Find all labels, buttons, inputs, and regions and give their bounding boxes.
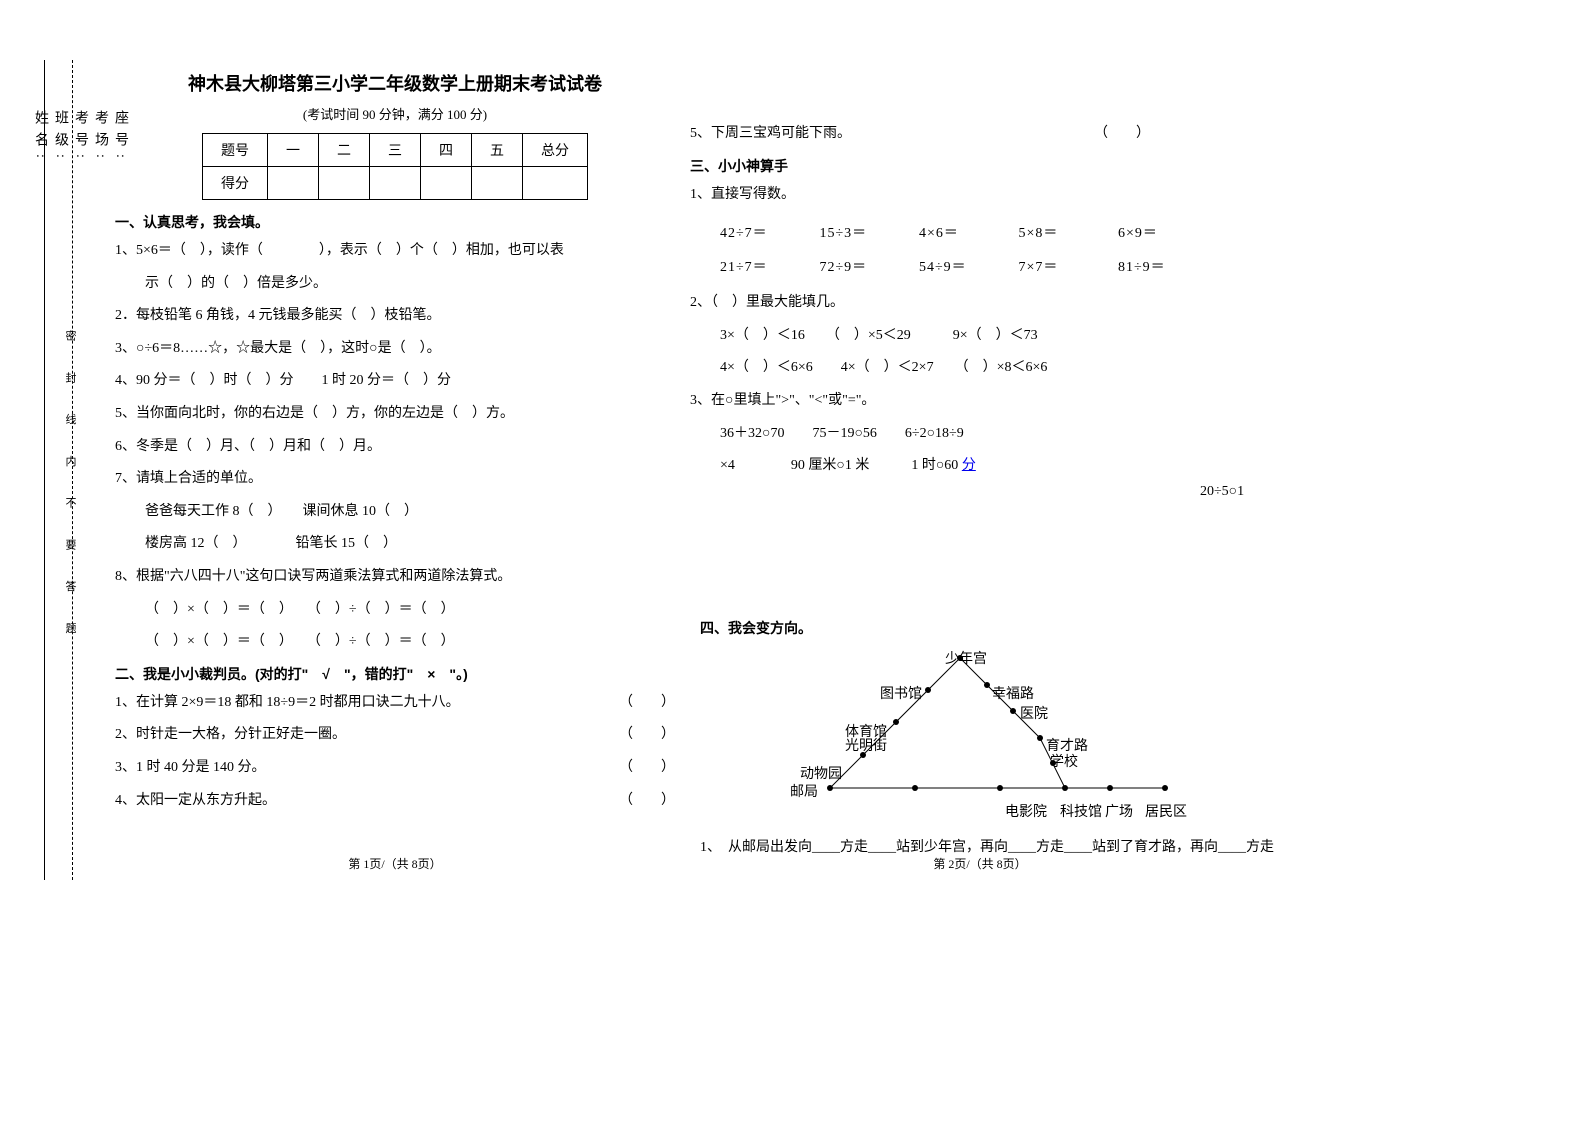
- question: 7、请填上合适的单位。: [115, 466, 675, 493]
- section2-head: 二、我是小小裁判员。(对的打" √ "，错的打" × "。): [115, 664, 675, 684]
- question: 爸爸每天工作 8（ ） 课间休息 10（ ）: [115, 499, 675, 526]
- footer-page1: 第 1页/（共 8页）: [115, 855, 675, 872]
- right-column: 5、下周三宝鸡可能下雨。 （ ） 三、小小神算手 1、直接写得数。 42÷7＝ 1…: [690, 115, 1270, 486]
- td: 得分: [203, 167, 268, 200]
- th: 总分: [523, 134, 588, 167]
- judge-item: 3、1 时 40 分是 140 分。 （ ）: [115, 755, 675, 782]
- calc: 42÷7＝: [720, 222, 815, 242]
- left-column: 神木县大柳塔第三小学二年级数学上册期末考试试卷 (考试时间 90 分钟，满分 1…: [115, 70, 675, 820]
- question: 3、在○里填上">"、"<"或"="。: [690, 388, 1270, 415]
- footer-page2: 第 2页/（共 8页）: [690, 855, 1270, 872]
- judge-item: 5、下周三宝鸡可能下雨。 （ ）: [690, 121, 1150, 148]
- seal-line-text: 密 封 线 内 不 要 答 题: [62, 330, 78, 647]
- question: ×4 90 厘米○1 米 1 时○60 分: [690, 453, 1270, 480]
- th: 一: [268, 134, 319, 167]
- td: [523, 167, 588, 200]
- map-label: 电影院: [1005, 801, 1047, 821]
- calc: 81÷9＝: [1118, 256, 1213, 276]
- calc: 15÷3＝: [820, 222, 915, 242]
- calc: 6×9＝: [1118, 222, 1213, 242]
- question: 4、90 分＝（ ）时（ ）分 1 时 20 分＝（ ）分: [115, 368, 675, 395]
- calc: 21÷7＝: [720, 256, 815, 276]
- question: 示（ ）的（ ）倍是多少。: [115, 271, 675, 298]
- paren: （ ）: [619, 788, 675, 815]
- question: 4×（ ）＜6×6 4×（ ）＜2×7 （ ）×8＜6×6: [690, 355, 1270, 382]
- th: 题号: [203, 134, 268, 167]
- question: 6、冬季是（ ）月、（ ）月和（ ）月。: [115, 434, 675, 461]
- direction-map: 少年宫 图书馆 幸福路 医院 体育馆 光明街 育才路 学校 动物园 邮局 电影院…: [760, 648, 1280, 823]
- jq: 5、下周三宝鸡可能下雨。: [690, 121, 851, 148]
- map-label: 广场: [1105, 801, 1133, 821]
- paren: （ ）: [619, 755, 675, 782]
- td: [268, 167, 319, 200]
- question: 3×（ ）＜16 （ ）×5＜29 9×（ ）＜73: [690, 323, 1270, 350]
- question: 8、根据"六八四十八"这句口诀写两道乘法算式和两道除法算式。: [115, 564, 675, 591]
- map-label: 学校: [1050, 751, 1078, 771]
- side-label: 考场:: [90, 110, 110, 830]
- map-label: 少年宫: [945, 648, 987, 668]
- section4-head: 四、我会变方向。: [700, 618, 1280, 638]
- jq: 2、时针走一大格，分针正好走一圈。: [115, 722, 346, 749]
- map-label: 医院: [1020, 703, 1048, 723]
- map-label: 科技馆: [1060, 801, 1102, 821]
- section3-head: 三、小小神算手: [690, 156, 1270, 176]
- paren: （ ）: [619, 722, 675, 749]
- section1-head: 一、认真思考，我会填。: [115, 212, 675, 232]
- jq: 4、太阳一定从东方升起。: [115, 788, 276, 815]
- question: 1、5×6＝（ ），读作（ ），表示（ ）个（ ）相加，也可以表: [115, 238, 675, 265]
- map-svg: [760, 648, 1190, 818]
- jq: 1、在计算 2×9＝18 都和 18÷9＝2 时都用口诀二九十八。: [115, 690, 460, 717]
- map-label: 居民区: [1145, 801, 1187, 821]
- judge-item: 2、时针走一大格，分针正好走一圈。 （ ）: [115, 722, 675, 749]
- q3b: ×4 90 厘米○1 米 1 时○60: [720, 458, 958, 473]
- q3a-right: 20÷5○1: [1200, 484, 1244, 500]
- calc-row: 42÷7＝ 15÷3＝ 4×6＝ 5×8＝ 6×9＝: [690, 222, 1270, 242]
- map-label: 动物园: [800, 763, 842, 783]
- td: [319, 167, 370, 200]
- question: 3、○÷6＝8……☆，☆最大是（ ），这时○是（ ）。: [115, 336, 675, 363]
- th: 二: [319, 134, 370, 167]
- calc: 4×6＝: [919, 222, 1014, 242]
- map-label: 光明街: [845, 735, 887, 755]
- side-label: 姓名:: [30, 110, 50, 830]
- td: [421, 167, 472, 200]
- question: （ ）×（ ）＝（ ） （ ）÷（ ）＝（ ）: [115, 629, 675, 656]
- judge-item: 4、太阳一定从东方升起。 （ ）: [115, 788, 675, 815]
- paren: （ ）: [619, 690, 675, 717]
- question: 1、直接写得数。: [690, 182, 1270, 209]
- question: 楼房高 12（ ） 铅笔长 15（ ）: [115, 531, 675, 558]
- map-label: 图书馆: [880, 683, 922, 703]
- td: [370, 167, 421, 200]
- q3a: 36＋32○70 75－19○56 6÷2○18÷9: [720, 426, 964, 441]
- calc: 5×8＝: [1019, 222, 1114, 242]
- table-row: 得分: [203, 167, 588, 200]
- th: 四: [421, 134, 472, 167]
- calc-row: 21÷7＝ 72÷9＝ 54÷9＝ 7×7＝ 81÷9＝: [690, 256, 1270, 276]
- page-title: 神木县大柳塔第三小学二年级数学上册期末考试试卷: [115, 70, 675, 96]
- calc: 72÷9＝: [820, 256, 915, 276]
- th: 三: [370, 134, 421, 167]
- td: [472, 167, 523, 200]
- table-row: 题号 一 二 三 四 五 总分: [203, 134, 588, 167]
- question: 5、当你面向北时，你的右边是（ ）方，你的左边是（ ）方。: [115, 401, 675, 428]
- paren: （ ）: [1094, 121, 1150, 148]
- map-label: 幸福路: [992, 683, 1034, 703]
- page-subtitle: (考试时间 90 分钟，满分 100 分): [115, 104, 675, 123]
- question: 36＋32○70 75－19○56 6÷2○18÷9: [690, 421, 1270, 448]
- score-table: 题号 一 二 三 四 五 总分 得分: [202, 133, 588, 200]
- judge-item: 1、在计算 2×9＝18 都和 18÷9＝2 时都用口诀二九十八。 （ ）: [115, 690, 675, 717]
- calc: 54÷9＝: [919, 256, 1014, 276]
- map-label: 邮局: [790, 781, 818, 801]
- link-minute[interactable]: 分: [962, 458, 976, 473]
- question: 2．每枝铅笔 6 角钱，4 元钱最多能买（ ）枝铅笔。: [115, 303, 675, 330]
- jq: 3、1 时 40 分是 140 分。: [115, 755, 266, 782]
- section4: 四、我会变方向。 少年宫 图书馆 幸福路 医院 体育: [700, 610, 1280, 868]
- calc: 7×7＝: [1019, 256, 1114, 276]
- question: （ ）×（ ）＝（ ） （ ）÷（ ）＝（ ）: [115, 597, 675, 624]
- th: 五: [472, 134, 523, 167]
- question: 2、（ ）里最大能填几。: [690, 290, 1270, 317]
